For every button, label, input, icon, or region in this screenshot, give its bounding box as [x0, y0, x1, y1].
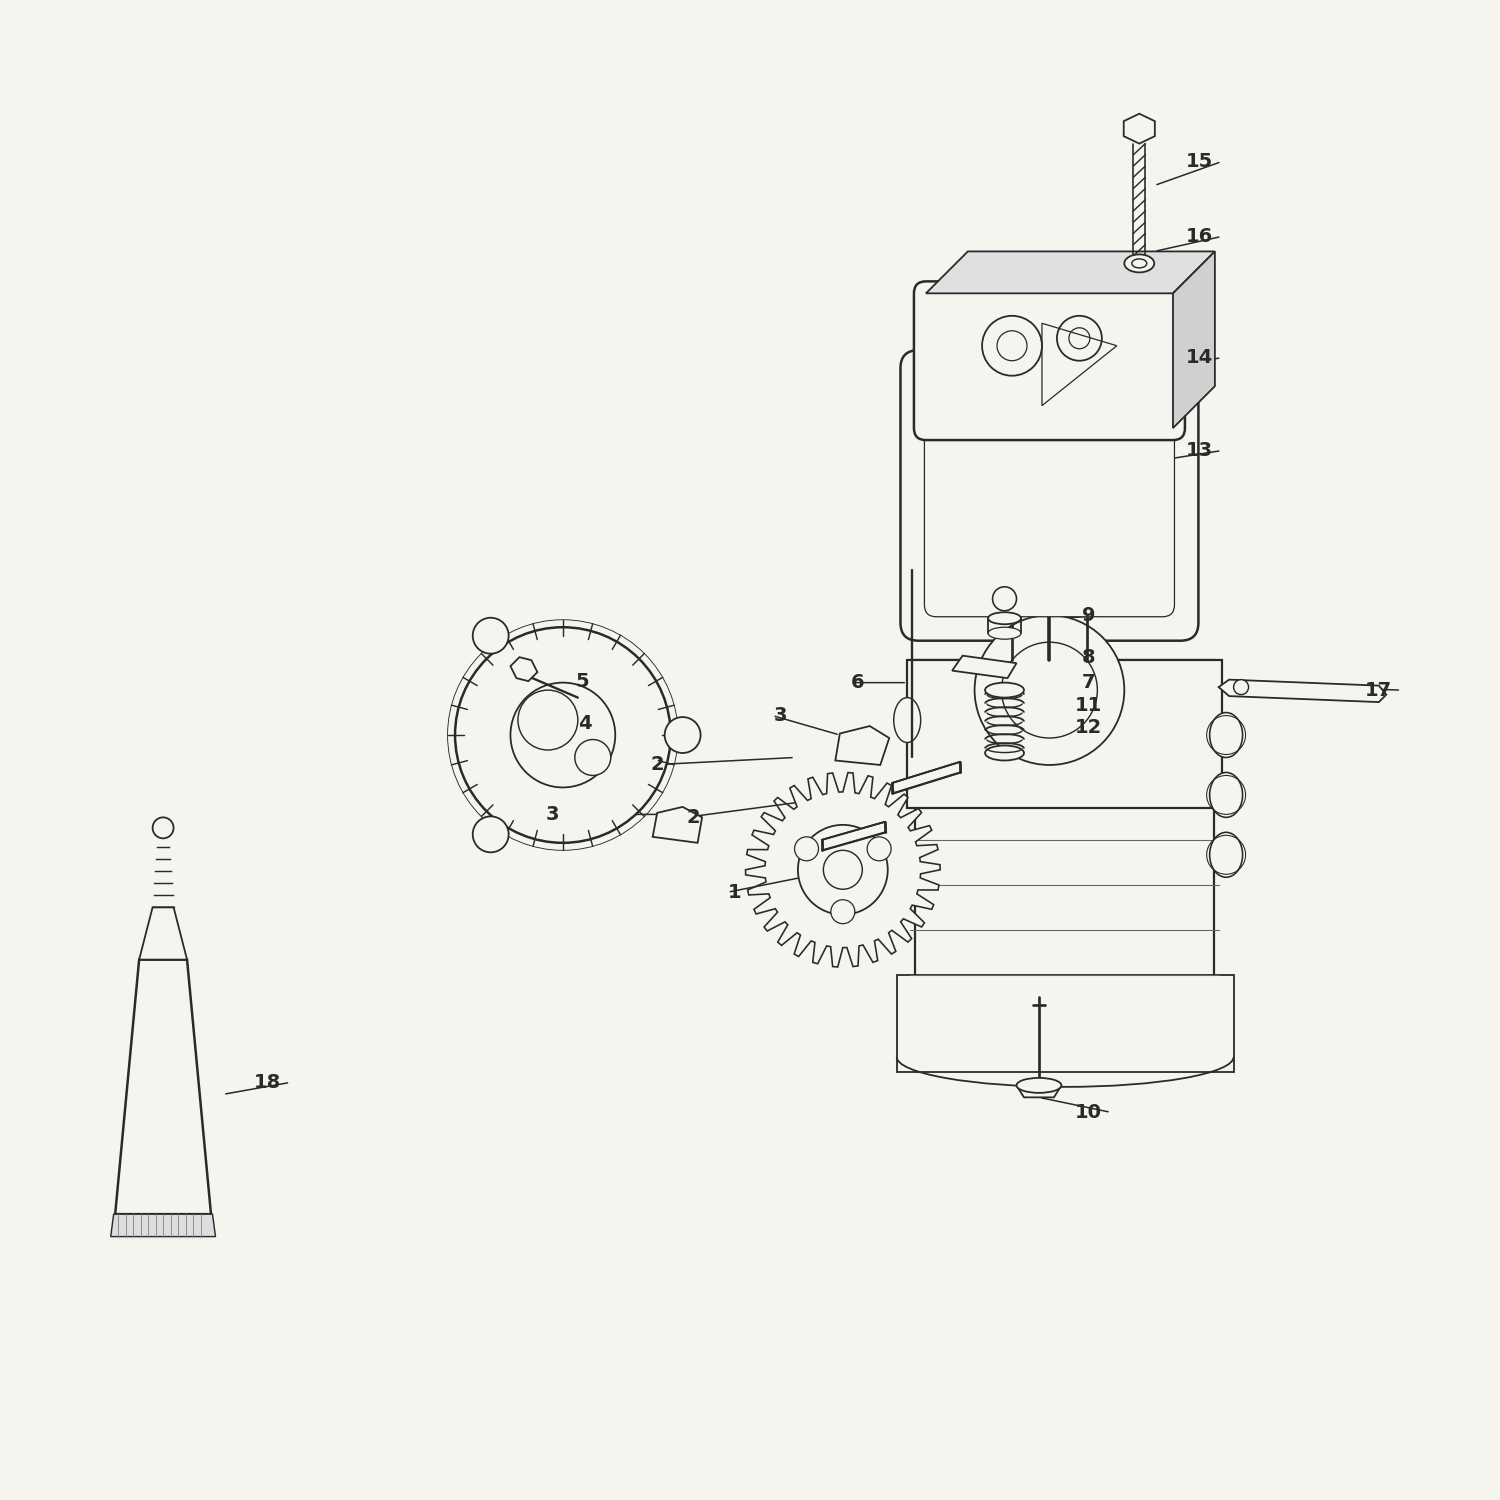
Text: 3: 3	[772, 706, 786, 724]
Circle shape	[1233, 680, 1248, 694]
Ellipse shape	[894, 698, 921, 742]
Circle shape	[664, 717, 700, 753]
Text: 4: 4	[579, 714, 592, 732]
Polygon shape	[1017, 1086, 1062, 1098]
Polygon shape	[836, 726, 890, 765]
Ellipse shape	[1125, 255, 1155, 273]
Polygon shape	[926, 252, 1215, 294]
Text: 2: 2	[687, 808, 700, 826]
Ellipse shape	[988, 612, 1022, 624]
Polygon shape	[652, 807, 702, 843]
Text: 7: 7	[1082, 674, 1095, 692]
Circle shape	[454, 627, 670, 843]
Polygon shape	[116, 960, 212, 1214]
FancyBboxPatch shape	[915, 660, 1214, 990]
Ellipse shape	[986, 682, 1024, 698]
Circle shape	[824, 850, 862, 889]
Polygon shape	[892, 762, 962, 794]
Circle shape	[472, 618, 508, 654]
Text: 8: 8	[1082, 648, 1095, 666]
Polygon shape	[510, 657, 537, 681]
Text: 6: 6	[850, 674, 864, 692]
Text: 9: 9	[1082, 606, 1095, 625]
Circle shape	[1070, 328, 1090, 348]
Polygon shape	[140, 908, 188, 960]
Circle shape	[1002, 642, 1098, 738]
Text: 16: 16	[1185, 226, 1214, 246]
Circle shape	[518, 690, 578, 750]
Circle shape	[574, 740, 610, 776]
Text: 2: 2	[651, 756, 664, 774]
Ellipse shape	[1017, 1078, 1062, 1094]
Text: 1: 1	[728, 882, 742, 902]
Text: 14: 14	[1185, 348, 1214, 368]
Circle shape	[982, 316, 1042, 375]
Circle shape	[975, 615, 1125, 765]
FancyBboxPatch shape	[908, 660, 1221, 808]
Circle shape	[867, 837, 891, 861]
Circle shape	[795, 837, 819, 861]
FancyBboxPatch shape	[914, 282, 1185, 440]
FancyBboxPatch shape	[924, 374, 1174, 616]
FancyBboxPatch shape	[897, 975, 1233, 1072]
Polygon shape	[111, 1214, 216, 1236]
Ellipse shape	[1132, 260, 1148, 268]
Text: 3: 3	[546, 806, 560, 824]
Circle shape	[831, 900, 855, 924]
Text: 15: 15	[1185, 152, 1214, 171]
Text: 11: 11	[1074, 696, 1102, 714]
Circle shape	[510, 682, 615, 788]
Text: 10: 10	[1076, 1102, 1102, 1122]
Circle shape	[1058, 316, 1102, 360]
Circle shape	[798, 825, 888, 915]
Text: 5: 5	[576, 672, 590, 690]
Text: 13: 13	[1185, 441, 1212, 460]
Text: 18: 18	[255, 1072, 282, 1092]
Polygon shape	[952, 656, 1017, 678]
Circle shape	[472, 816, 508, 852]
Circle shape	[993, 586, 1017, 610]
Ellipse shape	[986, 746, 1024, 760]
Circle shape	[1002, 592, 1023, 613]
Text: 12: 12	[1074, 718, 1102, 736]
Polygon shape	[822, 822, 886, 850]
Ellipse shape	[1209, 712, 1242, 758]
Text: 17: 17	[1365, 681, 1392, 699]
Polygon shape	[1218, 680, 1386, 702]
Polygon shape	[746, 772, 940, 968]
Polygon shape	[1173, 252, 1215, 428]
Circle shape	[153, 818, 174, 839]
Ellipse shape	[1209, 772, 1242, 818]
Circle shape	[1077, 592, 1098, 613]
Ellipse shape	[988, 627, 1022, 639]
Ellipse shape	[1209, 833, 1242, 878]
Circle shape	[998, 332, 1028, 360]
FancyBboxPatch shape	[900, 350, 1198, 640]
Polygon shape	[1124, 114, 1155, 144]
